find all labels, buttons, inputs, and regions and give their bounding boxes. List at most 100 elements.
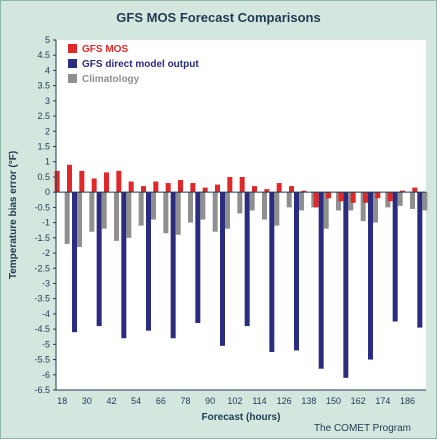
bar-climatology-48	[126, 192, 132, 238]
bar-climatology-144	[323, 192, 329, 229]
bar-gfs-mos-90	[202, 187, 208, 193]
bar-climatology-186	[410, 192, 415, 209]
y-tick-label: -2.5	[34, 263, 50, 273]
bar-gfs-mos-42	[104, 172, 109, 193]
bar-climatology-60	[151, 192, 156, 220]
bar-gfs-direct-model-output-144	[318, 192, 324, 369]
bar-gfs-mos-126	[276, 183, 282, 193]
bar-gfs-direct-model-output-156	[343, 192, 349, 378]
x-tick-label: 54	[131, 396, 141, 406]
legend-label: GFS MOS	[82, 44, 128, 55]
x-tick-label: 18	[57, 396, 67, 406]
bar-climatology-36	[101, 192, 107, 229]
y-tick-label: 3	[45, 96, 50, 106]
bar-gfs-direct-model-output-72	[170, 192, 176, 339]
bar-climatology-78	[188, 192, 193, 223]
y-tick-label: 4	[45, 65, 50, 75]
legend-label: Climatology	[82, 74, 140, 85]
x-tick-label: 186	[400, 396, 415, 406]
bar-gfs-mos-192	[412, 187, 418, 193]
bar-gfs-mos-150	[326, 192, 331, 199]
x-tick-label: 126	[277, 396, 292, 406]
bar-gfs-mos-180	[387, 192, 393, 202]
bar-climatology-66	[163, 192, 169, 234]
bar-climatology-126	[286, 192, 292, 208]
bar-climatology-18	[64, 192, 70, 244]
y-tick-label: 1	[45, 157, 50, 167]
bar-climatology-168	[373, 192, 378, 223]
bar-gfs-direct-model-output-168	[368, 192, 373, 360]
bar-gfs-mos-24	[67, 164, 72, 193]
y-tick-label: -1	[42, 218, 50, 228]
bar-gfs-mos-54	[128, 181, 134, 193]
x-tick-label: 102	[227, 396, 242, 406]
bar-climatology-90	[212, 192, 218, 232]
bar-climatology-162	[360, 192, 366, 222]
bar-gfs-mos-30	[79, 170, 85, 193]
bar-gfs-mos-156	[338, 192, 344, 202]
x-axis-label: Forecast (hours)	[202, 412, 281, 423]
y-tick-label: -5	[42, 339, 50, 349]
bar-climatology-180	[397, 192, 403, 206]
legend-swatch	[68, 74, 77, 83]
bar-gfs-mos-60	[141, 186, 146, 193]
y-tick-label: -0.5	[34, 202, 50, 212]
legend: GFS MOS GFS direct model output Climatolog…	[68, 44, 199, 85]
y-tick-label: 1.5	[37, 142, 50, 152]
bar-gfs-mos-108	[239, 176, 245, 193]
bar-gfs-mos-102	[227, 176, 233, 193]
x-tick-label: 114	[252, 396, 266, 406]
bar-climatology-72	[175, 192, 181, 235]
bar-climatology-192	[422, 192, 428, 211]
y-tick-label: 2.5	[37, 111, 50, 121]
y-tick-label: -4.5	[34, 324, 50, 334]
x-tick-label: 138	[301, 396, 316, 406]
bar-climatology-120	[274, 192, 280, 226]
bar-gfs-mos-114	[252, 186, 257, 193]
y-tick-label: -6	[42, 370, 50, 380]
bar-gfs-direct-model-output-192	[417, 192, 423, 328]
bar-gfs-mos-186	[400, 190, 405, 193]
y-tick-label: 5	[45, 35, 50, 45]
y-tick-label: 0.5	[37, 172, 50, 182]
y-tick-label: -6.5	[34, 385, 50, 395]
bar-gfs-mos-174	[375, 192, 381, 199]
y-tick-label: -3.5	[34, 294, 50, 304]
bar-gfs-mos-78	[178, 180, 183, 193]
bar-gfs-mos-120	[264, 189, 270, 193]
bar-climatology-96	[225, 192, 230, 229]
y-tick-label: -1.5	[34, 233, 50, 243]
legend-swatch	[68, 44, 77, 53]
bar-climatology-102	[237, 192, 243, 214]
bar-gfs-mos-144	[313, 192, 319, 208]
y-tick-label: 3.5	[37, 81, 50, 91]
y-tick-label: 2	[45, 126, 50, 136]
y-axis-label: Temperature bias error (°F)	[8, 151, 19, 279]
bar-gfs-direct-model-output-96	[220, 192, 225, 346]
y-tick-label: -2	[42, 248, 50, 258]
bar-gfs-mos-162	[350, 192, 356, 203]
bar-gfs-mos-18	[54, 170, 60, 193]
bar-gfs-mos-168	[363, 192, 368, 203]
bar-gfs-mos-84	[190, 183, 196, 193]
bar-gfs-mos-36	[91, 178, 97, 193]
y-tick-label: 4.5	[37, 50, 50, 60]
chart-title: GFS MOS Forecast Comparisons	[116, 10, 321, 25]
bar-gfs-mos-96	[215, 184, 220, 193]
bar-gfs-direct-model-output-180	[392, 192, 398, 322]
bar-climatology-42	[114, 192, 119, 241]
bar-climatology-54	[138, 192, 144, 226]
legend-label: GFS direct model output	[82, 59, 199, 70]
y-tick-label: 0	[45, 187, 50, 197]
bar-climatology-84	[200, 192, 206, 220]
bar-gfs-direct-model-output-132	[294, 192, 299, 351]
x-tick-label: 66	[156, 396, 166, 406]
x-tick-label: 174	[375, 396, 390, 406]
bar-climatology-108	[249, 192, 255, 211]
bar-gfs-direct-model-output-108	[244, 192, 250, 327]
credit-text: The COMET Program	[313, 423, 411, 434]
y-tick-label: -3	[42, 278, 50, 288]
bar-gfs-mos-66	[153, 181, 159, 193]
bar-climatology-24	[77, 192, 82, 247]
bar-gfs-mos-132	[289, 186, 294, 193]
